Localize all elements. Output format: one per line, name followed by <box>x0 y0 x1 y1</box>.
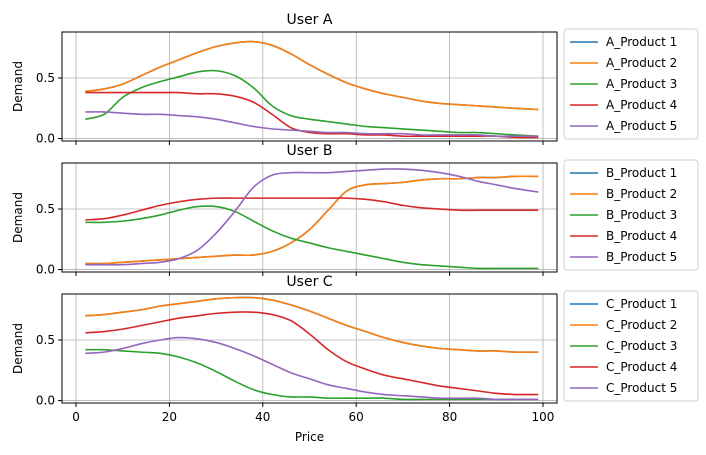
x-tick-label: 80 <box>442 410 457 424</box>
series-line-A_Product 4 <box>85 91 539 139</box>
y-tick-label: 0.0 <box>36 394 55 408</box>
series-line-B_Product 1 <box>85 175 539 265</box>
legend-label: C_Product 1 <box>606 297 677 311</box>
subplot-2: 0.0 0.5 User B Demand B_Product 1 B_Product 2… <box>11 143 699 277</box>
legend-label: A_Product 4 <box>606 98 677 112</box>
series-line-B_Product 2 <box>85 175 539 265</box>
series-line-C_Product 2 <box>85 296 539 354</box>
axes-frame <box>61 162 558 273</box>
y-axis-label: Demand <box>11 323 25 374</box>
y-tick-label: 0.5 <box>36 333 55 347</box>
y-tick-label: 0.5 <box>36 71 55 85</box>
legend-label: C_Product 3 <box>606 339 677 353</box>
legend-label: C_Product 5 <box>606 381 677 395</box>
legend-box <box>563 159 699 271</box>
series-line-C_Product 3 <box>85 348 539 401</box>
series-line-A_Product 5 <box>85 111 539 138</box>
legend-label: A_Product 3 <box>606 77 677 91</box>
x-tick-label: 40 <box>255 410 270 424</box>
series-line-C_Product 1 <box>85 296 539 354</box>
series-line-B_Product 5 <box>85 168 539 266</box>
legend-label: B_Product 4 <box>606 229 677 243</box>
x-tick-label: 100 <box>532 410 555 424</box>
x-tick-label: 0 <box>72 410 80 424</box>
legend-label: B_Product 2 <box>606 187 677 201</box>
legend-label: A_Product 2 <box>606 56 677 70</box>
subplot-title: User C <box>286 274 332 290</box>
y-axis-label: Demand <box>11 192 25 243</box>
y-axis-label: Demand <box>11 61 25 112</box>
axes-frame <box>61 31 558 142</box>
legend: A_Product 1 A_Product 2 A_Product 3 A_Produ… <box>563 28 699 140</box>
series-line-B_Product 3 <box>85 205 539 270</box>
legend-label: B_Product 1 <box>606 166 677 180</box>
series-line-B_Product 4 <box>85 197 539 221</box>
subplot-title: User B <box>287 143 333 159</box>
x-tick-label: 20 <box>162 410 177 424</box>
legend-label: B_Product 5 <box>606 250 677 264</box>
subplot-1: 0.0 0.5 User A Demand A_Product 1 A_Product 2… <box>11 12 699 146</box>
series-line-A_Product 3 <box>85 69 539 137</box>
y-tick-label: 0.5 <box>36 202 55 216</box>
subplot-3: 0.0 0.5 0 20 40 60 80 100 User C Demand Price C_Pro… <box>11 274 699 444</box>
legend-box <box>563 28 699 140</box>
subplot-title: User A <box>287 12 333 28</box>
legend-label: A_Product 1 <box>606 35 677 49</box>
y-tick-label: 0.0 <box>36 132 55 146</box>
axes-frame <box>61 293 558 404</box>
series-line-C_Product 5 <box>85 336 539 401</box>
x-axis-label: Price <box>295 430 324 444</box>
legend-label: C_Product 4 <box>606 360 677 374</box>
legend-label: A_Product 5 <box>606 119 677 133</box>
legend-label: B_Product 3 <box>606 208 677 222</box>
legend-label: C_Product 2 <box>606 318 677 332</box>
series-line-A_Product 1 <box>85 40 539 111</box>
series-line-A_Product 2 <box>85 40 539 111</box>
legend: C_Product 1 C_Product 2 C_Product 3 C_Produ… <box>563 290 699 402</box>
y-tick-label: 0.0 <box>36 263 55 277</box>
x-tick-label: 60 <box>349 410 364 424</box>
legend: B_Product 1 B_Product 2 B_Product 3 B_Produ… <box>563 159 699 271</box>
series-line-C_Product 4 <box>85 311 539 396</box>
legend-box <box>563 290 699 402</box>
